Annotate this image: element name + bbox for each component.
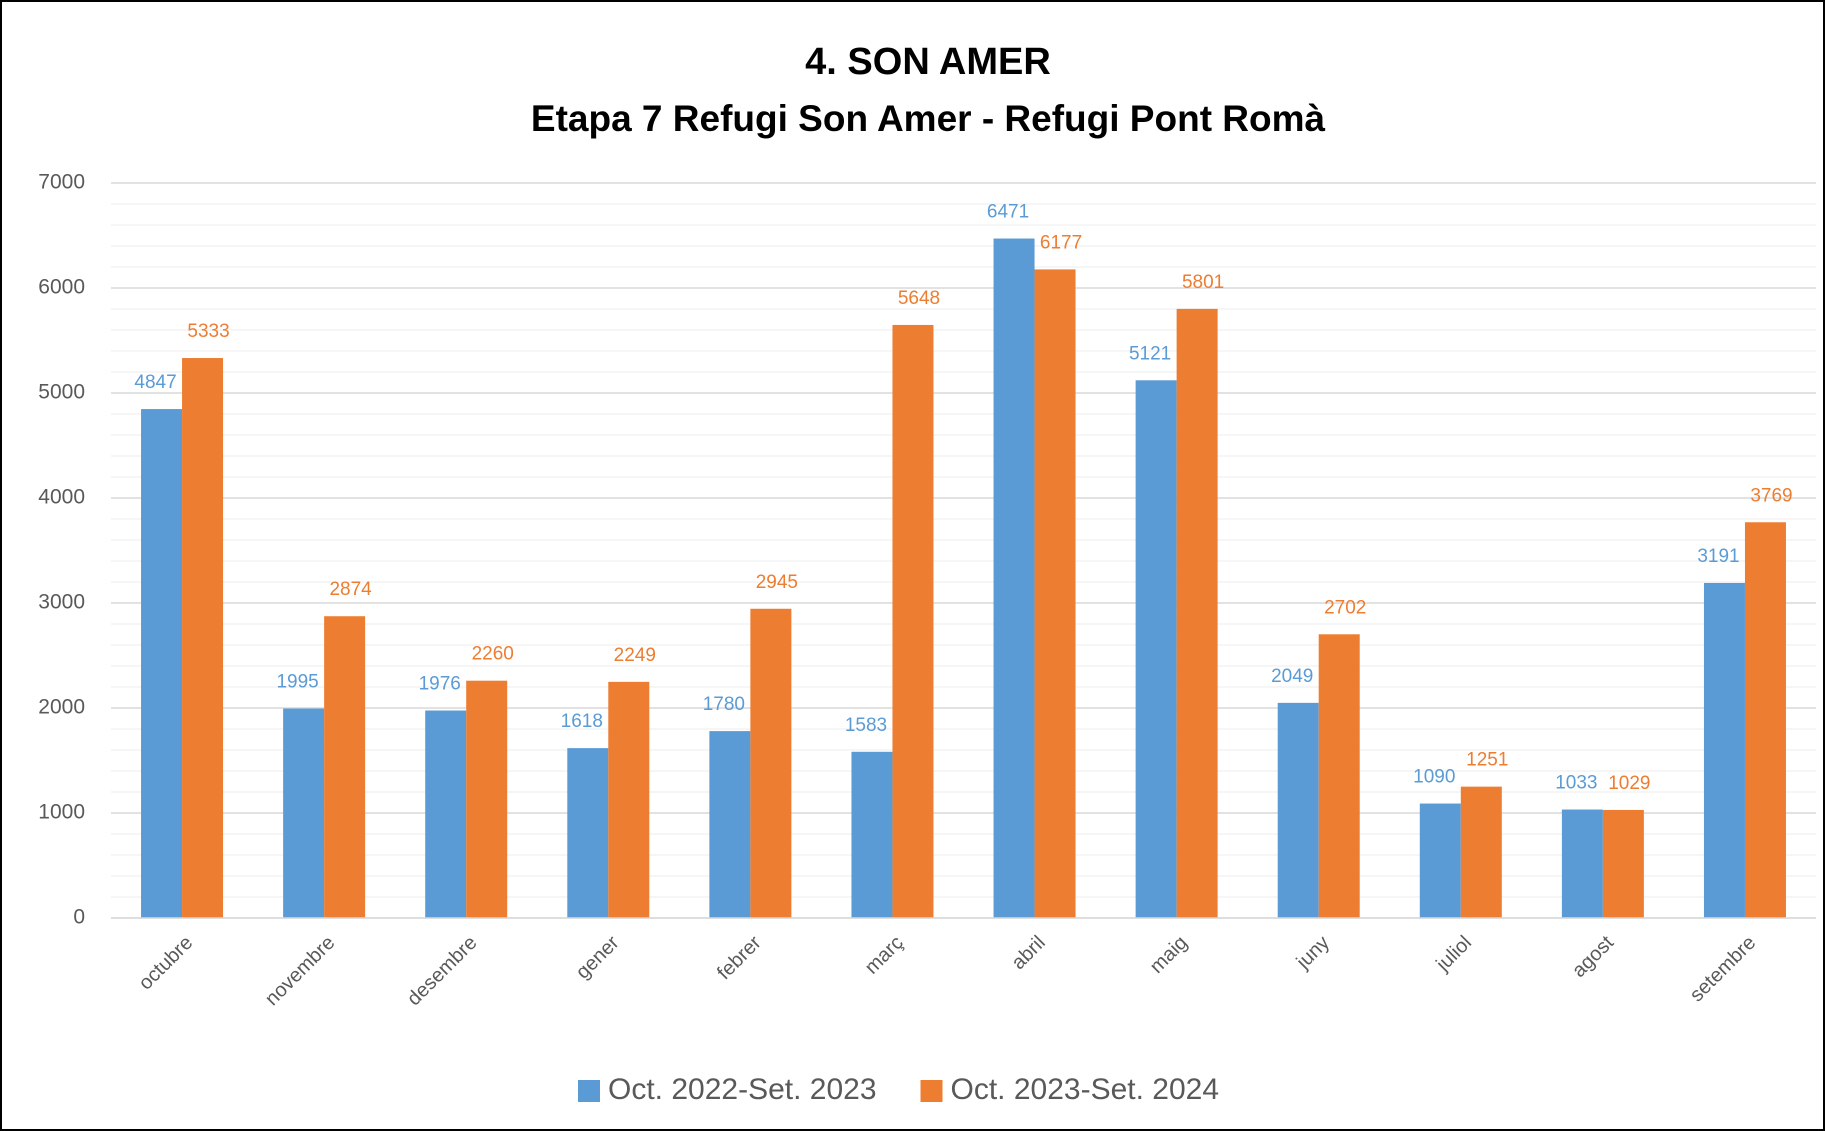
bar (1034, 269, 1076, 918)
data-label: 5121 (1129, 343, 1171, 364)
data-label: 2874 (329, 579, 372, 600)
bar (851, 751, 893, 918)
bar (1419, 803, 1461, 918)
data-label: 5648 (898, 288, 940, 309)
data-label: 5801 (1182, 272, 1224, 293)
bar (1176, 308, 1218, 918)
data-label: 2249 (614, 645, 656, 666)
y-tick-label: 7000 (38, 171, 85, 194)
data-label: 2702 (1324, 597, 1366, 618)
data-label: 1090 (1413, 767, 1455, 788)
bar (1318, 634, 1360, 918)
bar (1703, 582, 1745, 918)
y-tick-label: 3000 (38, 591, 85, 614)
bar (709, 731, 751, 918)
data-label: 1583 (845, 715, 887, 736)
data-label: 3191 (1697, 546, 1739, 567)
y-tick-label: 5000 (38, 381, 85, 404)
bar (1135, 380, 1177, 918)
data-label: 1995 (276, 672, 318, 693)
data-label: 4847 (134, 372, 176, 393)
bar (1277, 702, 1319, 918)
chart-title: 4. SON AMER (805, 41, 1051, 83)
bar (750, 608, 792, 918)
data-label: 1976 (419, 674, 461, 695)
y-tick-label: 6000 (38, 276, 85, 299)
bar (182, 358, 224, 918)
bar (608, 681, 650, 918)
data-label: 1780 (703, 694, 745, 715)
bar (1602, 809, 1644, 918)
chart-subtitle: Etapa 7 Refugi Son Amer - Refugi Pont Ro… (531, 98, 1326, 139)
data-label: 3769 (1750, 485, 1792, 506)
bar (567, 748, 609, 918)
bar (1561, 809, 1603, 918)
bar (466, 680, 508, 918)
bar (892, 324, 934, 919)
data-label: 1029 (1608, 773, 1650, 794)
data-label: 1618 (561, 711, 603, 732)
data-label: 6471 (987, 202, 1029, 223)
legend-label: Oct. 2023-Set. 2024 (951, 1073, 1220, 1106)
data-label: 6177 (1040, 232, 1082, 253)
data-label: 2945 (756, 572, 798, 593)
bar (993, 238, 1035, 919)
data-label: 2049 (1271, 666, 1313, 687)
bar (141, 409, 183, 918)
data-label: 5333 (187, 321, 229, 342)
y-tick-label: 0 (73, 906, 85, 929)
legend-label: Oct. 2022-Set. 2023 (608, 1073, 877, 1106)
data-label: 1251 (1466, 750, 1508, 771)
bar (1744, 522, 1786, 918)
y-tick-label: 2000 (38, 696, 85, 719)
data-label: 2260 (472, 644, 514, 665)
y-tick-label: 1000 (38, 801, 85, 824)
bar (1460, 786, 1502, 918)
bar (324, 616, 366, 918)
legend-swatch (578, 1080, 600, 1102)
y-tick-label: 4000 (38, 486, 85, 509)
data-label: 1033 (1555, 773, 1597, 794)
legend-swatch (920, 1080, 943, 1102)
bar (425, 710, 467, 918)
bar (283, 708, 325, 918)
